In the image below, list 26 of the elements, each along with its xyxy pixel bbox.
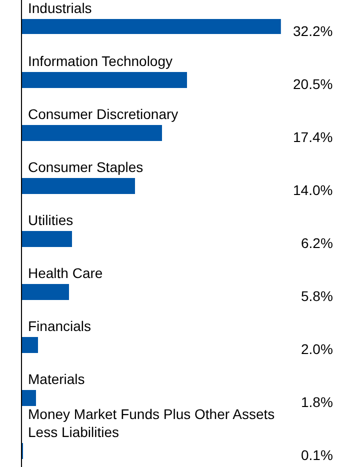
y-tick-label: Industrials (28, 0, 92, 16)
bar (22, 178, 135, 194)
y-tick-label: Health Care (28, 265, 103, 281)
data-label: 0.1% (301, 447, 333, 463)
y-tick-label: Utilities (28, 212, 74, 228)
data-label: 20.5% (293, 76, 333, 92)
data-label: 17.4% (293, 129, 333, 145)
bar (22, 284, 69, 300)
y-tick-label: Materials (28, 371, 85, 387)
y-tick-label: Consumer Discretionary (28, 106, 178, 122)
data-label: 2.0% (301, 341, 333, 357)
y-tick-label: Money Market Funds Plus Other Assets Less Liabilities (28, 406, 275, 440)
data-label: 32.2% (293, 23, 333, 39)
data-label: 1.8% (301, 394, 333, 410)
bar (22, 125, 162, 141)
y-tick-label: Consumer Staples (28, 159, 144, 175)
bar (22, 390, 36, 406)
y-tick-label: Financials (28, 318, 92, 334)
y-tick-label: Information Technology (28, 53, 172, 69)
bar (22, 337, 38, 353)
data-label: 14.0% (293, 182, 333, 198)
data-label: 5.8% (301, 288, 333, 304)
bar (22, 72, 187, 88)
bar (22, 231, 72, 247)
data-label: 6.2% (301, 235, 333, 251)
bar (22, 19, 281, 34)
